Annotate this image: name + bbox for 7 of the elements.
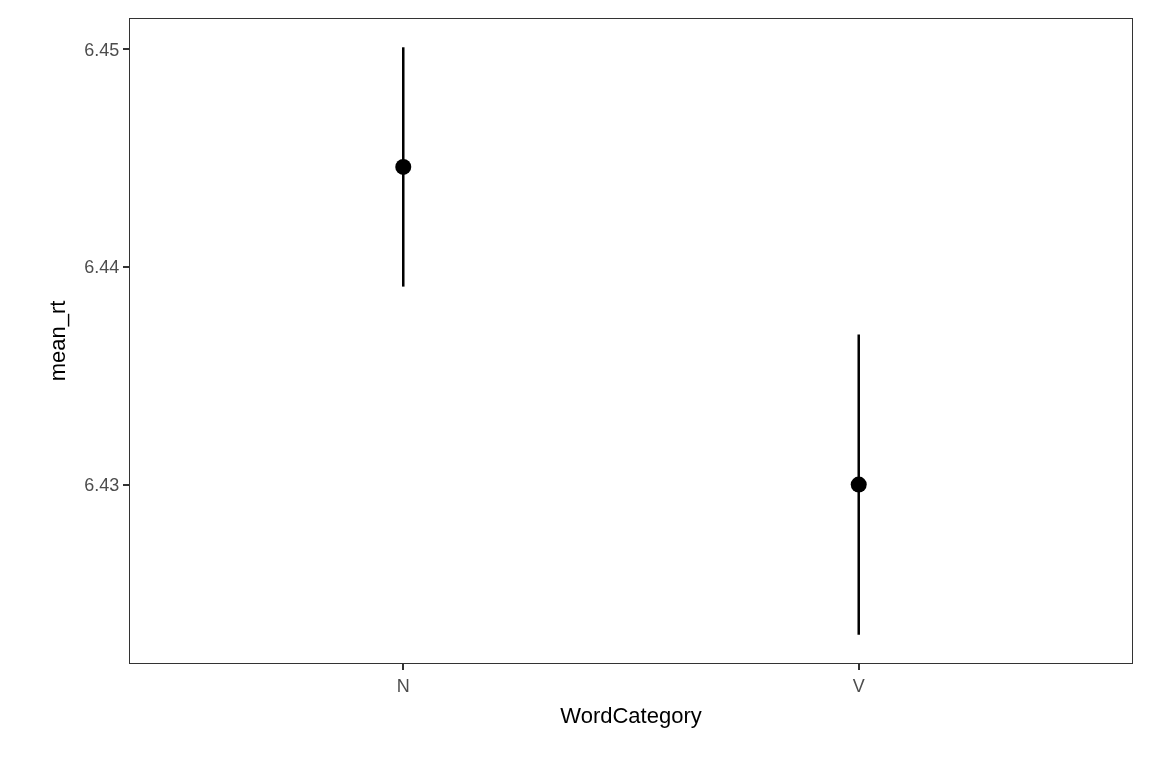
x-tick-label: N [396, 675, 410, 696]
y-tick-label: 6.45 [84, 39, 120, 60]
y-tick-label: 6.43 [84, 474, 120, 495]
x-tick-label: V [852, 675, 865, 696]
y-tick-label: 6.44 [84, 257, 120, 278]
y-axis-title: mean_rt [45, 300, 70, 382]
x-axis-title: WordCategory [560, 702, 702, 728]
